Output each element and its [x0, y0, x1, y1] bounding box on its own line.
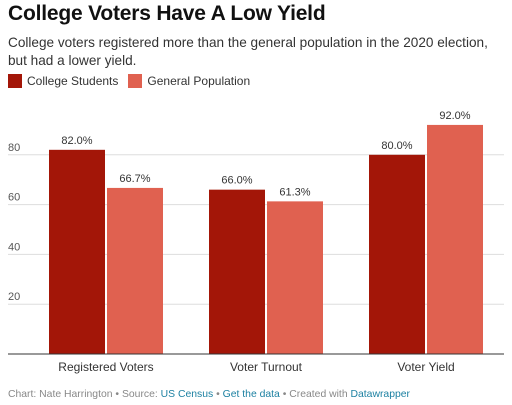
- footer-separator: •: [282, 389, 287, 400]
- x-category-label-3: Voter Yield: [397, 360, 454, 374]
- get-the-data-link[interactable]: Get the data: [222, 389, 280, 400]
- bar-college-students-2: [209, 189, 265, 354]
- created-with-label: Created with: [289, 389, 348, 400]
- chart-footer: Chart: Nate Harrington • Source: US Cens…: [8, 389, 410, 400]
- axes: 20 40 60 80 Registered Voters Voter Turnout Vo…: [8, 142, 504, 374]
- data-label-general-population-2: 61.3%: [279, 186, 310, 198]
- legend-item-college-students: College Students: [8, 74, 118, 88]
- y-tick-label-60: 60: [8, 192, 20, 204]
- bar-college-students-3: [369, 154, 425, 354]
- x-category-label-2: Voter Turnout: [230, 360, 303, 374]
- data-label-general-population-1: 66.7%: [119, 173, 150, 185]
- bars: [49, 124, 483, 354]
- footer-separator: •: [216, 389, 220, 400]
- legend-label-general-population: General Population: [147, 74, 251, 88]
- data-label-college-students-3: 80.0%: [381, 140, 412, 152]
- y-tick-label-40: 40: [8, 241, 20, 253]
- x-category-label-1: Registered Voters: [58, 360, 153, 374]
- legend-swatch-college-students: [8, 74, 22, 88]
- bar-general-population-3: [427, 124, 483, 354]
- source-label: Source:: [121, 389, 158, 400]
- chart-title: College Voters Have A Low Yield: [8, 2, 326, 25]
- chart-subtitle: College voters registered more than the …: [8, 35, 488, 68]
- y-tick-label-20: 20: [8, 291, 20, 303]
- data-labels: 82.0% 66.7% 66.0% 61.3% 80.0% 92.0%: [61, 110, 470, 198]
- legend-swatch-general-population: [128, 74, 143, 88]
- y-tick-label-80: 80: [8, 142, 20, 154]
- legend: College Students General Population: [8, 74, 260, 88]
- legend-label-college-students: College Students: [27, 74, 119, 88]
- data-label-general-population-3: 92.0%: [439, 110, 470, 122]
- legend-item-general-population: General Population: [128, 74, 250, 88]
- datawrapper-link[interactable]: Datawrapper: [350, 389, 411, 400]
- data-label-college-students-2: 66.0%: [221, 175, 252, 187]
- bar-general-population-1: [107, 187, 163, 354]
- chart-credit: Chart: Nate Harrington: [8, 389, 113, 400]
- bar-general-population-2: [267, 201, 323, 354]
- data-label-college-students-1: 82.0%: [61, 135, 92, 147]
- footer-separator: •: [115, 389, 120, 400]
- source-link[interactable]: US Census: [160, 389, 214, 400]
- bar-college-students-1: [49, 149, 105, 354]
